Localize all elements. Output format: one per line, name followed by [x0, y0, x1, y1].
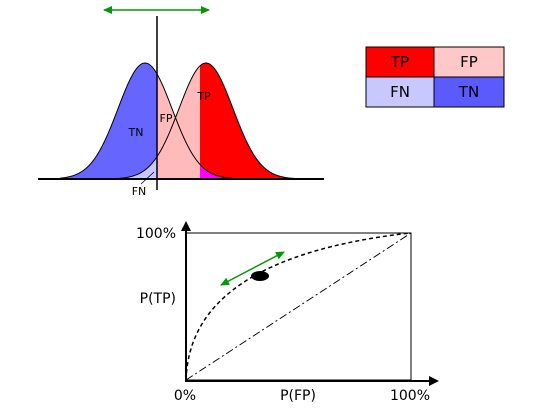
- tp-region-label: TP: [196, 90, 211, 103]
- legend-label-tn: TN: [458, 83, 479, 101]
- roc-plot: 100% P(TP) 0% P(FP) 100%: [136, 221, 439, 404]
- false-negative-region: [60, 156, 157, 179]
- operating-point[interactable]: [251, 271, 269, 281]
- legend-cell-fn: [365, 76, 435, 108]
- roc-x-right-label: 100%: [390, 388, 430, 404]
- confusion-legend: TP FP FN TN: [365, 46, 505, 108]
- legend-label-tp: TP: [390, 53, 409, 71]
- legend-cell-tn: [433, 76, 505, 108]
- legend-label-fn: FN: [390, 83, 410, 101]
- tn-region-label: TN: [128, 126, 144, 139]
- legend-label-fp: FP: [460, 53, 478, 71]
- roc-y-top-label: 100%: [136, 226, 176, 242]
- negative-distribution: [60, 63, 300, 179]
- false-positive-region: [157, 65, 200, 179]
- fn-leader-line: [140, 171, 155, 185]
- operating-point-move-arrow[interactable]: [220, 251, 285, 286]
- roc-x-axis-label: P(FP): [280, 388, 316, 404]
- fn-region-label: FN: [132, 185, 147, 198]
- distribution-plot: TP FP TN FN: [38, 6, 324, 198]
- roc-y-axis-label: P(TP): [140, 291, 176, 307]
- fp-region-label: FP: [160, 112, 173, 125]
- random-classifier-diagonal: [185, 232, 412, 381]
- roc-x-origin-label: 0%: [174, 388, 196, 404]
- roc-curve: [185, 232, 411, 381]
